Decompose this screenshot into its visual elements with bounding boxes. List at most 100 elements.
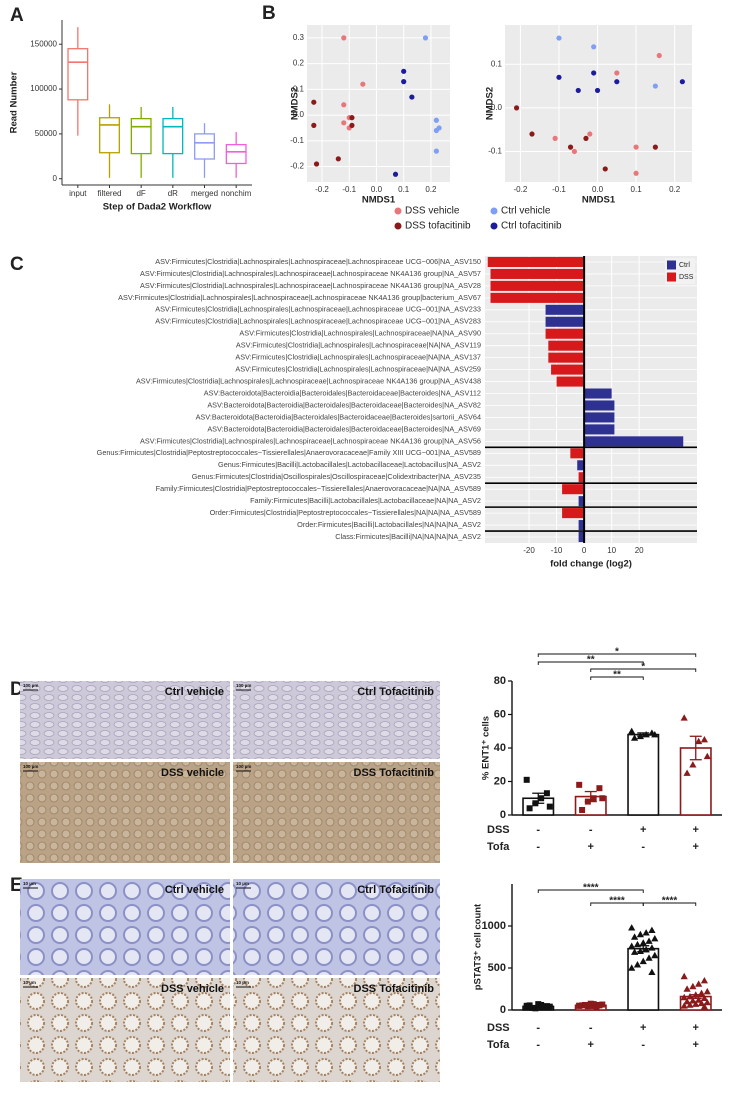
x-tick-label: 10	[607, 546, 616, 555]
y-tick-label: 0.0	[491, 103, 503, 112]
micrograph-label: Ctrl vehicle	[165, 884, 224, 896]
point	[529, 131, 535, 137]
condition-value: -	[536, 824, 540, 836]
point	[697, 999, 706, 1007]
point	[392, 171, 399, 177]
box	[194, 133, 215, 160]
category-label: Family:Firmicutes|Clostridia|Peptostrept…	[156, 484, 481, 493]
x-tick-label: -20	[523, 546, 535, 555]
panel-letter: B	[262, 3, 276, 24]
condition-value: +	[640, 1022, 646, 1034]
y-tick-label: 0	[500, 809, 506, 821]
bar	[490, 268, 585, 279]
x-tick-label: -10	[551, 546, 563, 555]
x-tick-label: -0.2	[514, 185, 528, 194]
point	[695, 737, 703, 745]
bar	[490, 292, 585, 303]
point	[642, 945, 650, 953]
bar	[584, 400, 615, 411]
bar	[562, 484, 585, 495]
point	[590, 795, 597, 802]
bar	[578, 496, 585, 507]
y-tick-label: 0	[500, 1004, 506, 1016]
micrograph	[20, 978, 230, 1082]
point	[703, 987, 711, 995]
point	[552, 135, 558, 141]
x-tick-label: -0.1	[342, 185, 356, 194]
category-label: ASV:Firmicutes|Clostridia|Lachnospirales…	[140, 269, 481, 278]
bar	[562, 508, 585, 519]
point	[692, 991, 700, 998]
point	[628, 727, 636, 735]
condition-value: +	[693, 841, 699, 853]
condition-name: DSS	[487, 1022, 510, 1034]
condition-value: +	[588, 841, 594, 853]
point	[633, 961, 642, 968]
y-axis-label: Read Number	[9, 71, 20, 133]
x-tick-label: 0.2	[425, 185, 437, 194]
bar	[578, 520, 585, 531]
legend-swatch	[490, 222, 498, 230]
bar	[570, 448, 585, 459]
point	[645, 937, 653, 944]
x-axis-label: Step of Dada2 Workflow	[103, 202, 212, 213]
x-tick-label: input	[69, 189, 87, 198]
panel-letter: C	[10, 254, 24, 275]
point	[576, 1002, 583, 1009]
significance-bracket	[537, 653, 697, 657]
category-label: Class:Firmicutes|Bacilli|NA|NA|NA|NA_ASV…	[335, 532, 481, 541]
y-tick-label: 0	[53, 174, 58, 183]
point	[652, 83, 658, 89]
micrograph-label: Ctrl Tofacitinib	[357, 884, 434, 896]
point	[523, 776, 530, 783]
point	[341, 102, 347, 108]
point	[633, 170, 639, 176]
legend-label: Ctrl tofacitinib	[501, 221, 562, 232]
x-tick-label: 20	[635, 546, 644, 555]
point	[679, 79, 685, 85]
condition-value: -	[641, 841, 645, 853]
point	[614, 70, 620, 76]
bar	[584, 424, 615, 435]
box	[67, 48, 89, 101]
legend-swatch	[394, 222, 402, 230]
bar	[487, 256, 585, 268]
point	[692, 1000, 700, 1007]
box	[225, 143, 247, 165]
point	[636, 947, 644, 954]
significance-bracket	[642, 902, 697, 906]
box	[99, 117, 120, 154]
y-tick-label: 0.1	[491, 59, 503, 68]
point	[556, 35, 562, 41]
scale-label: 100 µm	[23, 764, 38, 769]
scale-label: 100 µm	[236, 683, 251, 688]
y-axis-label: pSTAT3⁺ cell count	[473, 903, 484, 990]
point	[639, 939, 647, 946]
point	[697, 989, 706, 996]
point	[579, 806, 586, 813]
category-label: ASV:Firmicutes|Clostridia|Lachnospirales…	[155, 305, 481, 314]
legend-label: DSS vehicle	[405, 206, 460, 217]
y-tick-label: 500	[488, 962, 506, 974]
micrograph	[20, 762, 230, 863]
x-tick-label: 0.1	[631, 185, 643, 194]
category-label: ASV:Firmicutes|Clostridia|Lachnospirales…	[155, 257, 481, 266]
panel-letter: E	[10, 875, 23, 896]
point	[683, 769, 691, 776]
significance-label: *	[615, 647, 619, 658]
point	[636, 930, 644, 938]
category-label: ASV:Firmicutes|Clostridia|Lachnospirales…	[140, 436, 481, 445]
point	[628, 924, 636, 931]
point	[433, 127, 439, 134]
point	[581, 1001, 588, 1008]
point	[686, 1001, 694, 1008]
plot-background	[505, 25, 692, 182]
micrograph	[233, 681, 440, 759]
micrograph-label: DSS vehicle	[161, 983, 224, 995]
x-tick-label: filtered	[97, 189, 121, 198]
bar	[627, 733, 660, 816]
point	[311, 122, 317, 128]
y-tick-label: -0.1	[488, 147, 502, 156]
point	[523, 1002, 530, 1009]
